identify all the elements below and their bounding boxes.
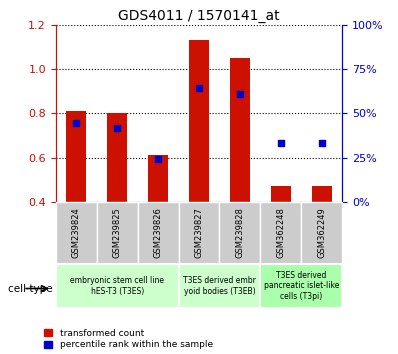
Text: cell type: cell type xyxy=(8,284,53,293)
Bar xyxy=(189,40,209,202)
Bar xyxy=(260,264,342,308)
Text: GSM239827: GSM239827 xyxy=(195,207,203,258)
Bar xyxy=(230,58,250,202)
Bar xyxy=(66,111,86,202)
Text: embryonic stem cell line
hES-T3 (T3ES): embryonic stem cell line hES-T3 (T3ES) xyxy=(70,276,164,296)
Point xyxy=(114,125,120,131)
Bar xyxy=(56,202,97,264)
Text: GSM239828: GSM239828 xyxy=(236,207,244,258)
Point xyxy=(73,120,79,126)
Bar xyxy=(56,264,179,308)
Text: GDS4011 / 1570141_at: GDS4011 / 1570141_at xyxy=(118,9,280,23)
Bar xyxy=(312,186,332,202)
Bar xyxy=(138,202,179,264)
Point xyxy=(237,92,243,97)
Bar xyxy=(179,202,219,264)
Text: GSM239825: GSM239825 xyxy=(113,207,122,258)
Bar xyxy=(179,264,260,308)
Bar xyxy=(97,202,138,264)
Point xyxy=(196,85,202,91)
Bar xyxy=(301,202,342,264)
Point xyxy=(319,140,325,146)
Text: T3ES derived
pancreatic islet-like
cells (T3pi): T3ES derived pancreatic islet-like cells… xyxy=(263,271,339,301)
Text: GSM362249: GSM362249 xyxy=(317,207,326,258)
Bar xyxy=(148,155,168,202)
Bar xyxy=(260,202,301,264)
Point xyxy=(155,156,161,161)
Bar xyxy=(271,186,291,202)
Bar xyxy=(107,113,127,202)
Legend: transformed count, percentile rank within the sample: transformed count, percentile rank withi… xyxy=(44,329,213,349)
Text: GSM239824: GSM239824 xyxy=(72,207,81,258)
Text: GSM239826: GSM239826 xyxy=(154,207,162,258)
Point xyxy=(278,140,284,146)
Text: GSM362248: GSM362248 xyxy=(276,207,285,258)
Bar xyxy=(219,202,260,264)
Text: T3ES derived embr
yoid bodies (T3EB): T3ES derived embr yoid bodies (T3EB) xyxy=(183,276,256,296)
